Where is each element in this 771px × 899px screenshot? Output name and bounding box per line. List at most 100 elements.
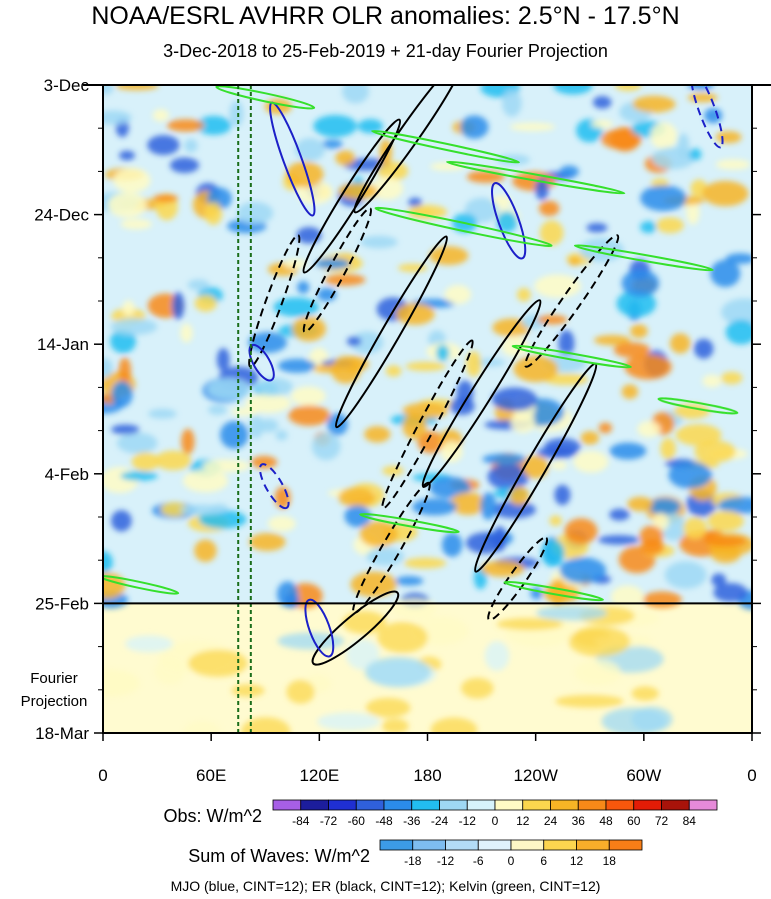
- anomaly-blob: [208, 404, 227, 415]
- waves-colorbar-label: Sum of Waves: W/m^2: [188, 846, 370, 866]
- anomaly-blob: [285, 161, 324, 188]
- obs-colorbar-swatch: [633, 799, 662, 811]
- anomaly-blob: [202, 459, 250, 473]
- anomaly-blob: [705, 535, 747, 547]
- anomaly-blob: [441, 532, 463, 557]
- obs-colorbar-swatch: [605, 799, 635, 811]
- waves-colorbar-level: 18: [603, 854, 617, 868]
- anomaly-blob: [324, 274, 366, 286]
- anomaly-blob: [568, 256, 581, 266]
- anomaly-blob: [693, 338, 714, 359]
- anomaly-blob: [277, 358, 316, 373]
- anomaly-blob: [377, 161, 409, 181]
- anomaly-blob: [539, 220, 564, 246]
- projection-label: Fourier: [30, 670, 78, 687]
- anomaly-blob: [725, 253, 752, 265]
- y-tick-label: 25-Feb: [35, 594, 89, 613]
- anomaly-blob: [460, 115, 489, 139]
- anomaly-blob: [111, 510, 132, 532]
- anomaly-blob: [492, 318, 531, 337]
- anomaly-blob: [436, 344, 450, 361]
- anomaly-blob: [194, 294, 217, 312]
- er-contour: [334, 235, 448, 429]
- chart-subtitle: 3-Dec-2018 to 25-Feb-2019 + 21-day Fouri…: [163, 41, 608, 61]
- x-tick-label: 180: [413, 766, 441, 785]
- anomaly-blob: [509, 122, 556, 132]
- x-tick-label: 0: [747, 766, 756, 785]
- anomaly-blob: [707, 510, 744, 532]
- anomaly-blob: [480, 492, 497, 520]
- anomaly-blob: [408, 197, 422, 208]
- anomaly-blob: [297, 281, 310, 294]
- anomaly-blob: [166, 119, 205, 132]
- obs-colorbar-level: 36: [572, 814, 586, 828]
- anomaly-blob: [609, 508, 630, 521]
- anomaly-blob: [370, 176, 404, 201]
- obs-colorbar-level: -60: [348, 814, 366, 828]
- anomaly-blob: [637, 420, 661, 438]
- anomaly-blob: [184, 138, 198, 153]
- x-tick-label: 120W: [513, 766, 557, 785]
- mjo-contour: [258, 463, 290, 510]
- anomaly-blob: [456, 380, 474, 406]
- obs-colorbar-swatch: [411, 799, 440, 811]
- er-contour: [302, 118, 402, 274]
- obs-colorbar-swatch: [494, 799, 524, 811]
- anomaly-blob: [650, 122, 678, 150]
- obs-colorbar-label: Obs: W/m^2: [164, 806, 262, 826]
- anomaly-field: [103, 85, 752, 733]
- anomaly-blob: [725, 319, 752, 345]
- anomaly-blob: [103, 572, 126, 600]
- projection-blob: [631, 706, 673, 732]
- anomaly-blob: [592, 96, 612, 109]
- anomaly-blob: [288, 405, 331, 426]
- anomaly-blob: [115, 85, 159, 91]
- anomaly-blob: [119, 150, 135, 161]
- obs-colorbar-swatch: [328, 799, 357, 811]
- projection-blob: [484, 641, 510, 671]
- anomaly-blob: [651, 147, 695, 170]
- anomaly-blob: [668, 461, 712, 489]
- anomaly-blob: [675, 424, 722, 446]
- anomaly-blob: [160, 502, 189, 517]
- anomaly-blob: [395, 303, 435, 325]
- anomaly-blob: [688, 148, 702, 161]
- anomaly-blob: [103, 551, 113, 574]
- projection-blob: [345, 639, 380, 670]
- anomaly-blob: [236, 201, 274, 225]
- anomaly-blob: [482, 453, 527, 465]
- y-tick-label: 3-Dec: [44, 76, 90, 95]
- anomaly-blob: [493, 526, 507, 552]
- projection-blob: [188, 649, 248, 677]
- anomaly-blob: [549, 515, 563, 527]
- waves-colorbar-swatch: [608, 839, 643, 851]
- anomaly-blob: [509, 486, 530, 506]
- anomaly-blob: [118, 357, 132, 385]
- projection-blob: [342, 611, 387, 635]
- anomaly-blob: [553, 85, 593, 95]
- anomaly-blob: [154, 450, 192, 471]
- anomaly-blob: [440, 441, 463, 463]
- anomaly-blob: [598, 422, 613, 434]
- anomaly-blob: [275, 430, 288, 441]
- projection-blob: [154, 658, 185, 685]
- anomaly-blob: [152, 109, 170, 122]
- anomaly-blob: [181, 428, 195, 455]
- anomaly-blob: [491, 387, 538, 412]
- er-contour: [311, 590, 400, 666]
- anomaly-blob: [466, 170, 506, 183]
- projection-blob: [103, 670, 140, 698]
- anomaly-blob: [120, 471, 158, 481]
- anomaly-blob: [720, 371, 743, 385]
- anomaly-blob: [669, 333, 691, 354]
- colorbars: -84 -72 -60 -48 -36 -24 -12 0 12 24 36 48 60 72 84Obs:…: [164, 799, 718, 868]
- anomaly-blob: [632, 95, 676, 113]
- x-tick-label: 60E: [196, 766, 226, 785]
- anomaly-blob: [536, 315, 568, 325]
- anomaly-blob: [686, 198, 700, 225]
- projection-blob: [391, 597, 437, 619]
- anomaly-blob: [248, 415, 264, 439]
- anomaly-blob: [245, 393, 292, 413]
- obs-colorbar-swatch: [355, 799, 385, 811]
- anomaly-blob: [534, 274, 581, 298]
